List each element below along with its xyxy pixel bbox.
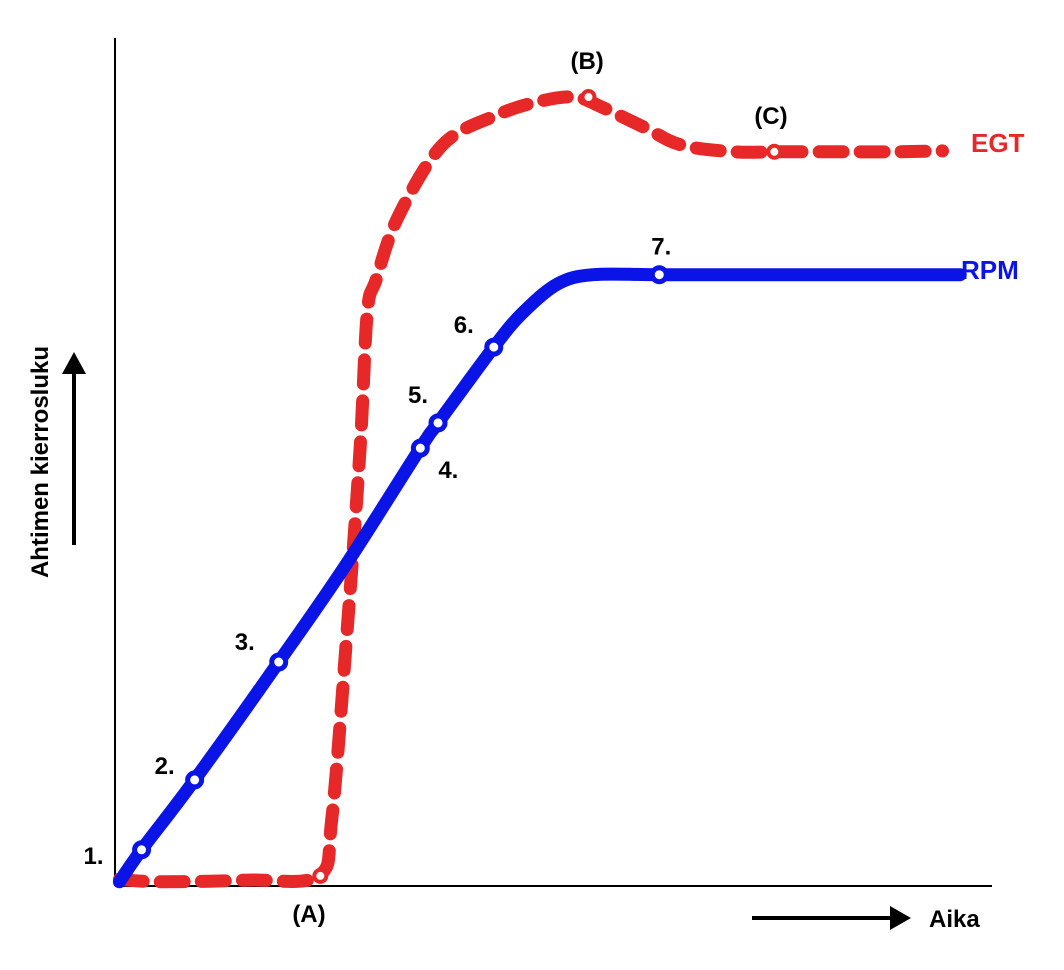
y-axis-label: Ahtimen kierrosluku — [27, 346, 54, 578]
marker-rpm-5 — [428, 413, 448, 433]
y-axis-arrow — [62, 352, 86, 545]
marker-label-rpm-2: 2. — [155, 753, 175, 780]
marker-label-egt-2: (B) — [570, 48, 603, 75]
marker-rpm-7 — [649, 265, 669, 285]
x-axis-arrow — [752, 906, 911, 930]
marker-egt-2 — [580, 89, 597, 106]
marker-label-rpm-4: 4. — [438, 457, 458, 484]
series-line-egt — [112, 90, 949, 889]
marker-rpm-1 — [132, 840, 152, 860]
marker-label-rpm-3: 3. — [235, 629, 255, 656]
x-axis-label: Aika — [929, 906, 980, 933]
marker-label-rpm-1: 1. — [84, 843, 104, 870]
series-label-rpm: RPM — [961, 255, 1019, 285]
marker-label-rpm-7: 7. — [651, 234, 671, 261]
marker-label-rpm-5: 5. — [408, 382, 428, 409]
marker-label-egt-3: (C) — [754, 103, 787, 130]
marker-rpm-2 — [185, 770, 205, 790]
marker-rpm-4 — [410, 438, 430, 458]
marker-egt-3 — [766, 143, 783, 160]
marker-egt-1 — [312, 867, 329, 884]
marker-label-egt-1: (A) — [292, 901, 325, 928]
series-line-rpm — [112, 267, 967, 889]
marker-rpm-6 — [484, 337, 504, 357]
marker-rpm-3 — [269, 652, 289, 672]
series-label-egt: EGT — [971, 128, 1025, 158]
marker-label-rpm-6: 6. — [454, 312, 474, 339]
